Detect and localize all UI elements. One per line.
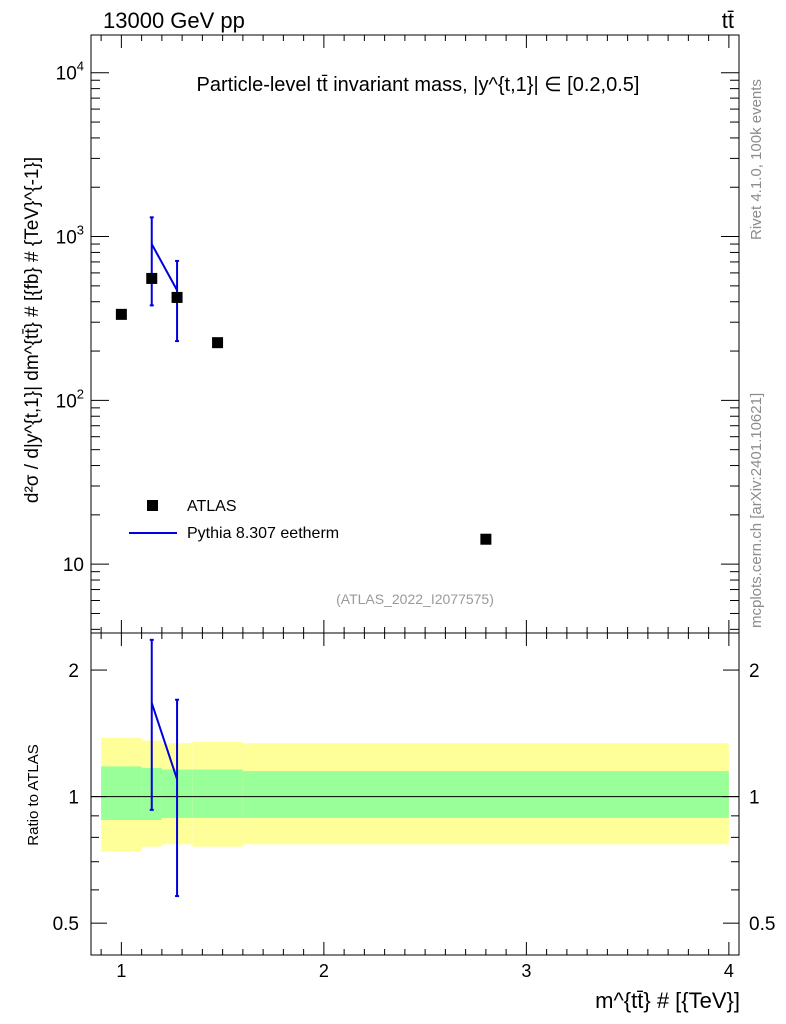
ratio-y-tick-label-right: 0.5	[749, 914, 775, 935]
ratio-y-tick-label: 0.5	[53, 914, 79, 935]
mcplots-text: mcplots.cern.ch [arXiv:2401.10621]	[748, 393, 765, 628]
legend-atlas-marker	[147, 500, 158, 511]
rivet-version-text: Rivet 4.1.0, 100k events	[748, 79, 765, 240]
y-tick-label: 102	[56, 386, 84, 412]
header-right: tt̄	[722, 8, 734, 33]
ratio-axis-ticks: 1 2 3 4 0.5 0.5 1 1 2 2	[53, 661, 776, 981]
ratio-y-tick-label: 1	[68, 788, 79, 809]
header-left: 13000 GeV pp	[103, 8, 245, 33]
mc-ratio-line	[150, 702, 179, 780]
x-tick-label: 1	[116, 961, 126, 981]
mc-main-line	[150, 243, 178, 291]
x-tick-label: 2	[319, 961, 329, 981]
atlas-data-point	[480, 533, 492, 545]
analysis-watermark: (ATLAS_2022_I2077575)	[336, 591, 494, 607]
ratio-plot-frame	[90, 632, 740, 956]
legend-mc-label: Pythia 8.307 eetherm	[187, 525, 339, 542]
ratio-y-tick-label: 2	[68, 661, 79, 682]
ratio-bands	[101, 737, 729, 852]
atlas-data-point	[171, 291, 183, 303]
atlas-data-points	[115, 272, 492, 545]
x-tick-label: 3	[521, 961, 531, 981]
ratio-band-inner	[101, 766, 142, 820]
main-plot-frame	[90, 34, 740, 634]
main-y-label: d²σ / d|y^{t,1}| dm^{tt̄} # [{fb} # {TeV…	[22, 157, 43, 503]
ratio-band-inner	[192, 769, 243, 818]
ratio-y-tick-label-right: 2	[749, 661, 760, 682]
x-tick-label: 4	[724, 961, 734, 981]
ratio-y-tick-label-right: 1	[749, 788, 760, 809]
legend-atlas-label: ATLAS	[187, 498, 237, 515]
main-axis-ticks: 10 102 103 104	[56, 35, 739, 646]
y-tick-label: 104	[56, 59, 84, 85]
plot-title: Particle-level tt̄ invariant mass, |y^{t…	[197, 74, 640, 96]
mc-series-ratio	[149, 638, 180, 898]
atlas-data-point	[212, 337, 224, 349]
atlas-data-point	[146, 272, 158, 284]
y-tick-label: 10	[63, 555, 84, 576]
atlas-data-point	[115, 308, 127, 320]
ratio-y-label: Ratio to ATLAS	[25, 744, 42, 845]
ratio-band-inner	[242, 771, 729, 818]
x-axis-label: m^{tt̄} # [{TeV}]	[595, 988, 740, 1013]
mc-series-main	[149, 216, 180, 343]
y-tick-label: 103	[56, 223, 84, 249]
legend: ATLAS Pythia 8.307 eetherm	[129, 498, 339, 542]
